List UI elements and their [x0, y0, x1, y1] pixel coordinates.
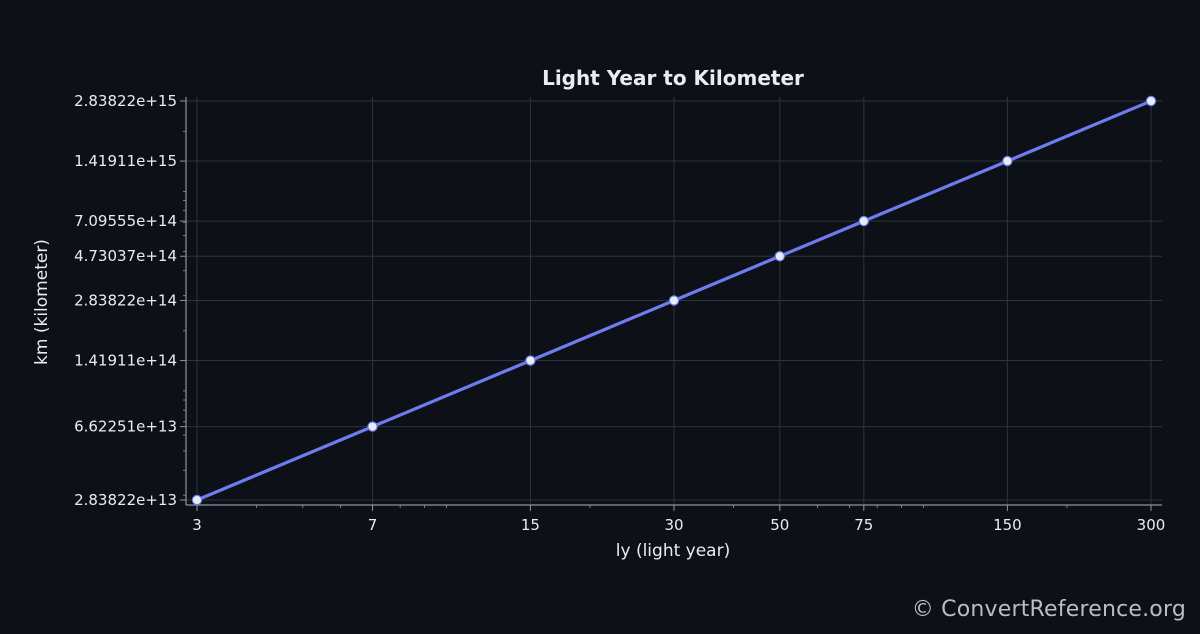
- x-tick-label: 300: [1137, 516, 1166, 534]
- y-tick-label: 7.09555e+14: [74, 212, 177, 230]
- grid-layer: [186, 97, 1162, 505]
- y-tick-label: 4.73037e+14: [74, 247, 177, 265]
- data-point: [858, 215, 870, 227]
- x-tick-label: 150: [993, 516, 1022, 534]
- y-tick-label: 1.41911e+15: [74, 152, 177, 170]
- y-tick-label: 2.83822e+13: [74, 491, 177, 509]
- y-tick-label: 2.83822e+14: [74, 292, 177, 310]
- x-tick-label: 50: [770, 516, 789, 534]
- y-tick-label: 6.62251e+13: [74, 418, 177, 436]
- data-point: [1002, 155, 1013, 167]
- x-tick-label: 30: [664, 516, 683, 534]
- data-point: [191, 494, 203, 506]
- series-line: [195, 99, 1153, 502]
- y-tick-label: 2.83822e+15: [74, 92, 177, 110]
- data-point: [367, 421, 378, 432]
- data-point: [668, 295, 680, 306]
- y-tick-label: 1.41911e+14: [74, 352, 177, 370]
- x-axis-label: ly (light year): [616, 541, 730, 561]
- watermark: © ConvertReference.org: [911, 597, 1186, 622]
- axis-layer: 3 7 15 30 50 75 150 300 2.83822e+13 6.62251e+13 1.…: [74, 92, 1165, 534]
- x-tick-label: 7: [368, 516, 378, 534]
- x-tick-label: 75: [854, 516, 873, 534]
- data-point: [1145, 95, 1157, 107]
- y-axis-label: km (kilometer): [32, 239, 52, 365]
- data-point: [774, 251, 786, 262]
- data-point: [525, 355, 536, 366]
- series-layer: [191, 95, 1157, 506]
- x-tick-label: 15: [521, 516, 540, 534]
- x-tick-label: 3: [192, 516, 202, 534]
- label-layer: Light Year to Kilometer ly (light year) …: [32, 66, 804, 561]
- chart-title: Light Year to Kilometer: [542, 66, 804, 90]
